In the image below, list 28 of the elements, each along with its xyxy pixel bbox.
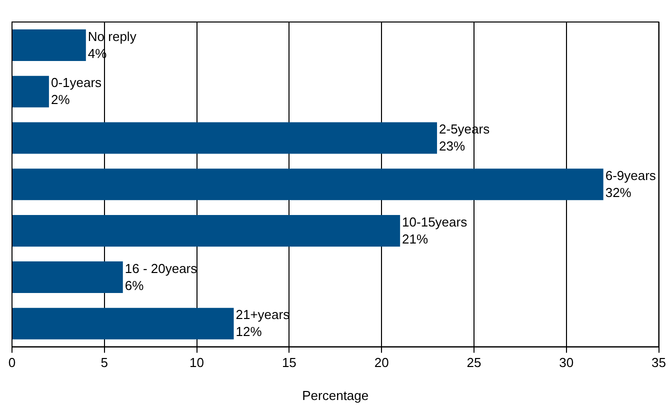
bar xyxy=(12,122,438,154)
x-tick-label: 35 xyxy=(652,355,666,370)
data-label: 2% xyxy=(50,92,70,108)
data-label: 6% xyxy=(124,278,144,293)
y-tick-label: 0-1years xyxy=(50,75,102,90)
bar xyxy=(12,215,400,247)
bar xyxy=(12,76,49,108)
x-tick-label: 0 xyxy=(8,355,16,370)
data-label: 12% xyxy=(236,324,262,340)
bar xyxy=(12,261,123,293)
data-label: 21% xyxy=(402,231,429,246)
x-tick-label: 25 xyxy=(466,355,482,370)
bar xyxy=(12,168,604,200)
y-tick-label: 10-15years xyxy=(402,214,468,230)
bar xyxy=(12,308,234,340)
data-label: 32% xyxy=(605,184,632,200)
x-tick-label: 20 xyxy=(374,355,389,370)
x-tick-label: 30 xyxy=(559,355,574,370)
y-tick-label: 16 - 20years xyxy=(124,260,198,276)
x-tick-label: 10 xyxy=(190,355,204,370)
y-tick-label: No reply xyxy=(88,28,137,44)
x-tick-label: 5 xyxy=(100,355,108,370)
data-label: 23% xyxy=(439,138,466,154)
y-tick-label: 21+years xyxy=(236,307,290,322)
x-axis-title: Percentage xyxy=(302,388,369,403)
bar xyxy=(12,29,86,61)
y-tick-label: 6-9years xyxy=(605,168,656,183)
x-tick-label: 15 xyxy=(282,355,296,370)
